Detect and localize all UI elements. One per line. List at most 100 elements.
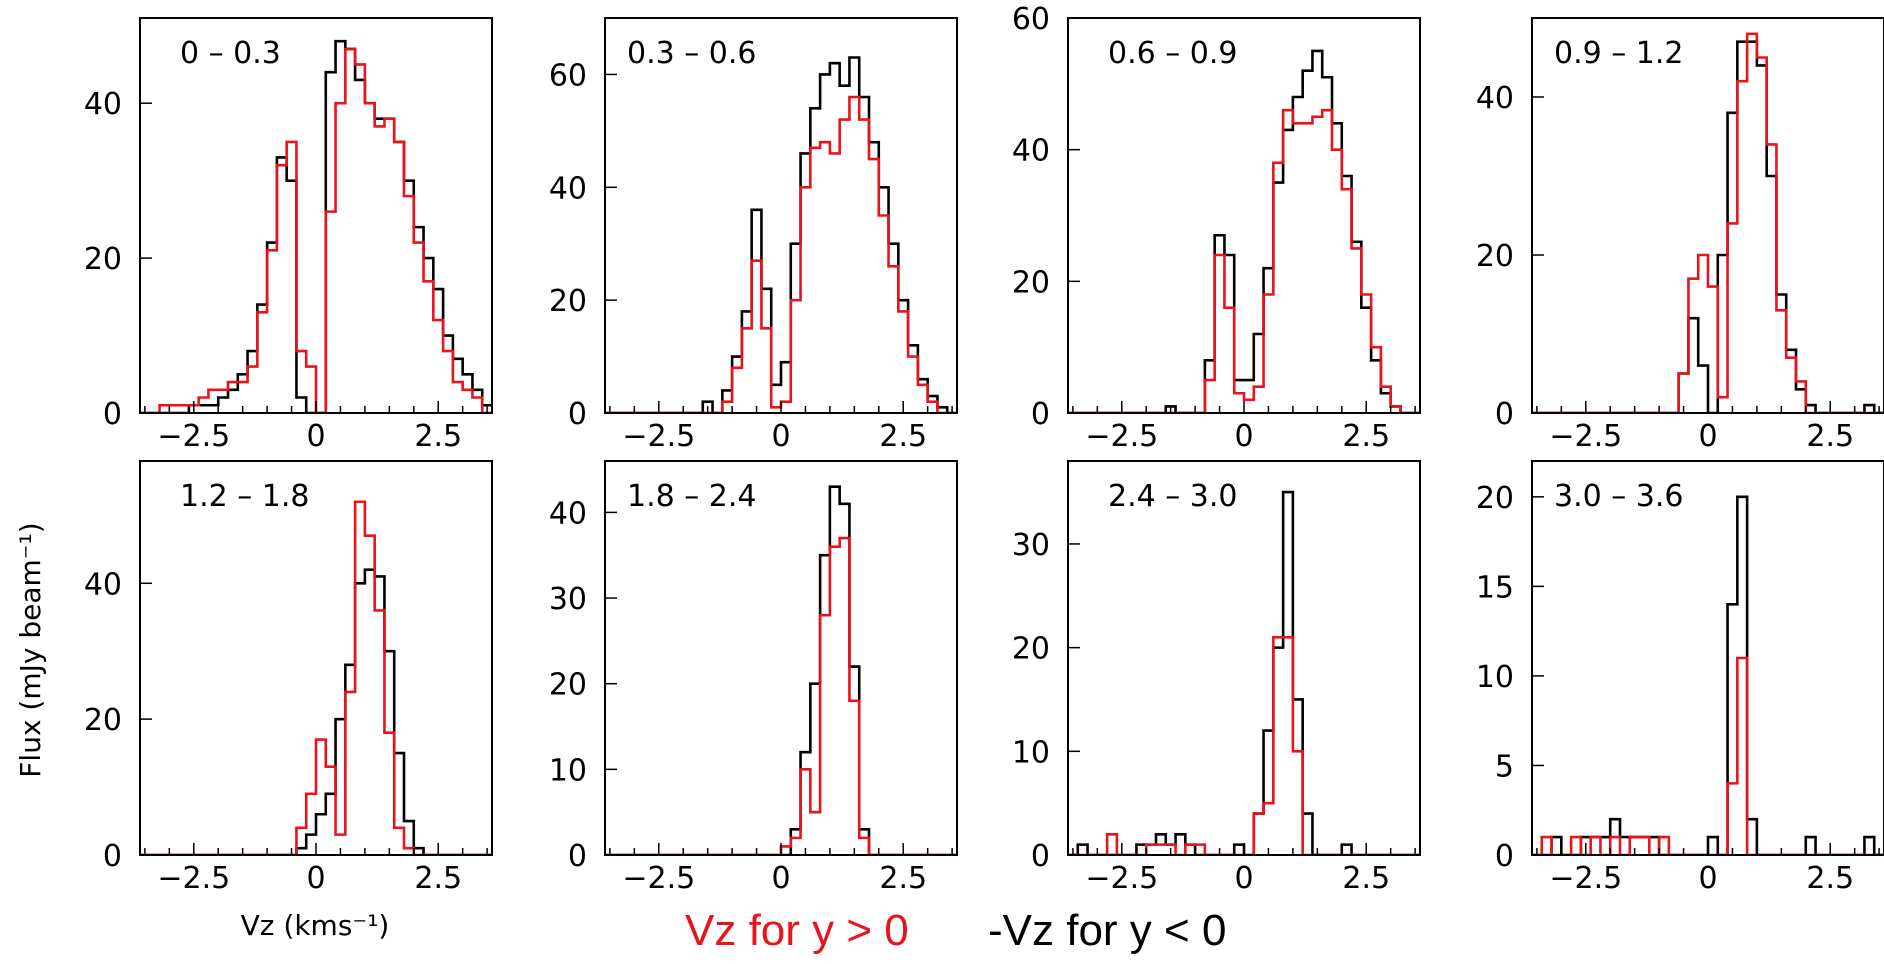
panel-frame [139, 17, 493, 414]
y-tick-label: 0 [103, 839, 122, 874]
y-tick-label: 40 [1012, 134, 1050, 169]
panel-2: −2.5 0 2.5 0 20 40 60 0.3 – 0.6 [549, 17, 958, 454]
y-tick-label: 0 [1031, 397, 1050, 432]
black-histogram-5 [140, 568, 492, 855]
y-axis-title: Flux (mJy beam⁻¹) [14, 522, 47, 777]
y-tick-label: 30 [549, 582, 587, 617]
black-histogram-3 [1068, 49, 1420, 413]
x-tick-label: −2.5 [622, 861, 695, 896]
panel-frame [139, 460, 493, 856]
panel-label: 3.0 – 3.6 [1554, 479, 1684, 514]
x-tick-label: 2.5 [1342, 419, 1390, 454]
x-tick-label: 2.5 [1806, 861, 1854, 896]
red-histogram-8 [1532, 656, 1884, 855]
black-histogram-6 [605, 485, 957, 855]
y-tick-label: 0 [568, 839, 587, 874]
x-tick-label: 0 [306, 419, 325, 454]
x-tick-label: 2.5 [879, 861, 927, 896]
panel-frame [1067, 17, 1421, 414]
y-tick-label: 20 [84, 703, 122, 738]
x-tick-label: −2.5 [1085, 861, 1158, 896]
y-tick-label: 15 [1476, 570, 1514, 605]
red-histogram-7 [1068, 635, 1420, 855]
red-histogram-5 [140, 500, 492, 855]
panel-8: −2.5 0 2.5 0 5 10 15 20 3.0 – 3.6 [1476, 460, 1884, 896]
y-tick-label: 20 [549, 284, 587, 319]
legend-black: -Vz for y < 0 [988, 906, 1226, 955]
y-tick-label: 60 [1012, 2, 1050, 37]
y-tick-label: 20 [1012, 632, 1050, 667]
x-tick-label: 2.5 [1806, 419, 1854, 454]
legend-red: Vz for y > 0 [685, 906, 909, 955]
x-tick-label: 0 [1698, 861, 1717, 896]
y-tick-label: 0 [1495, 839, 1514, 874]
y-tick-label: 0 [103, 397, 122, 432]
y-tick-label: 10 [549, 753, 587, 788]
red-histogram-1 [140, 47, 492, 413]
black-histogram-1 [140, 39, 492, 413]
y-tick-label: 40 [84, 567, 122, 602]
y-tick-label: 0 [1495, 397, 1514, 432]
panel-frame [604, 460, 958, 856]
x-tick-label: 2.5 [1342, 861, 1390, 896]
y-tick-label: 5 [1495, 749, 1514, 784]
y-tick-label: 40 [84, 87, 122, 122]
panel-frame [1067, 460, 1421, 856]
x-tick-label: 0 [1234, 419, 1253, 454]
x-tick-label: −2.5 [1549, 419, 1622, 454]
red-histogram-3 [1068, 108, 1420, 413]
x-tick-label: 0 [771, 861, 790, 896]
y-tick-label: 20 [1476, 239, 1514, 274]
panel-label: 0.6 – 0.9 [1108, 36, 1238, 71]
x-tick-label: 0 [306, 861, 325, 896]
x-tick-label: −2.5 [1085, 419, 1158, 454]
x-tick-label: −2.5 [157, 419, 230, 454]
y-tick-label: 20 [1012, 265, 1050, 300]
y-tick-label: 0 [1031, 839, 1050, 874]
red-histogram-6 [605, 536, 957, 855]
x-tick-label: −2.5 [622, 419, 695, 454]
black-histogram-7 [1068, 490, 1420, 855]
x-tick-label: 2.5 [879, 419, 927, 454]
x-tick-label: 0 [1698, 419, 1717, 454]
panel-frame [1531, 17, 1884, 414]
y-tick-label: 20 [1476, 481, 1514, 516]
panel-1: −2.5 0 2.5 0 20 40 0 – 0.3 [84, 17, 493, 454]
panel-label: 0.3 – 0.6 [627, 36, 757, 71]
x-tick-label: −2.5 [157, 861, 230, 896]
x-tick-label: 0 [771, 419, 790, 454]
panel-label: 1.2 – 1.8 [180, 479, 310, 514]
panel-6: −2.5 0 2.5 0 10 20 30 40 1.8 – 2.4 [549, 460, 958, 896]
x-tick-label: −2.5 [1549, 861, 1622, 896]
red-histogram-2 [605, 95, 957, 413]
x-tick-label: 2.5 [414, 861, 462, 896]
x-axis-title: Vz (kms⁻¹) [241, 909, 390, 942]
black-histogram-8 [1532, 495, 1884, 855]
panel-4: −2.5 0 2.5 0 20 40 0.9 – 1.2 [1476, 17, 1884, 454]
panel-label: 1.8 – 2.4 [627, 479, 757, 514]
panel-label: 0.9 – 1.2 [1554, 36, 1684, 71]
y-tick-label: 0 [568, 397, 587, 432]
y-tick-label: 40 [1476, 81, 1514, 116]
x-tick-label: 2.5 [414, 419, 462, 454]
panel-frame [604, 17, 958, 414]
panel-3: −2.5 0 2.5 0 20 40 60 0.6 – 0.9 [1012, 2, 1421, 454]
y-tick-label: 10 [1012, 735, 1050, 770]
y-tick-label: 40 [549, 496, 587, 531]
panel-frame [1531, 460, 1884, 856]
panel-5: −2.5 0 2.5 0 20 40 1.2 – 1.8 [84, 460, 493, 896]
black-histogram-4 [1532, 40, 1884, 413]
panel-label: 0 – 0.3 [180, 36, 281, 71]
panel-7: −2.5 0 2.5 0 10 20 30 2.4 – 3.0 [1012, 460, 1421, 896]
y-tick-label: 40 [549, 171, 587, 206]
red-histogram-4 [1532, 32, 1884, 413]
y-tick-label: 20 [84, 242, 122, 277]
x-tick-label: 0 [1234, 861, 1253, 896]
black-histogram-2 [605, 56, 957, 413]
panel-label: 2.4 – 3.0 [1108, 479, 1238, 514]
y-tick-label: 10 [1476, 660, 1514, 695]
y-tick-label: 60 [549, 58, 587, 93]
y-tick-label: 20 [549, 668, 587, 703]
y-tick-label: 30 [1012, 528, 1050, 563]
